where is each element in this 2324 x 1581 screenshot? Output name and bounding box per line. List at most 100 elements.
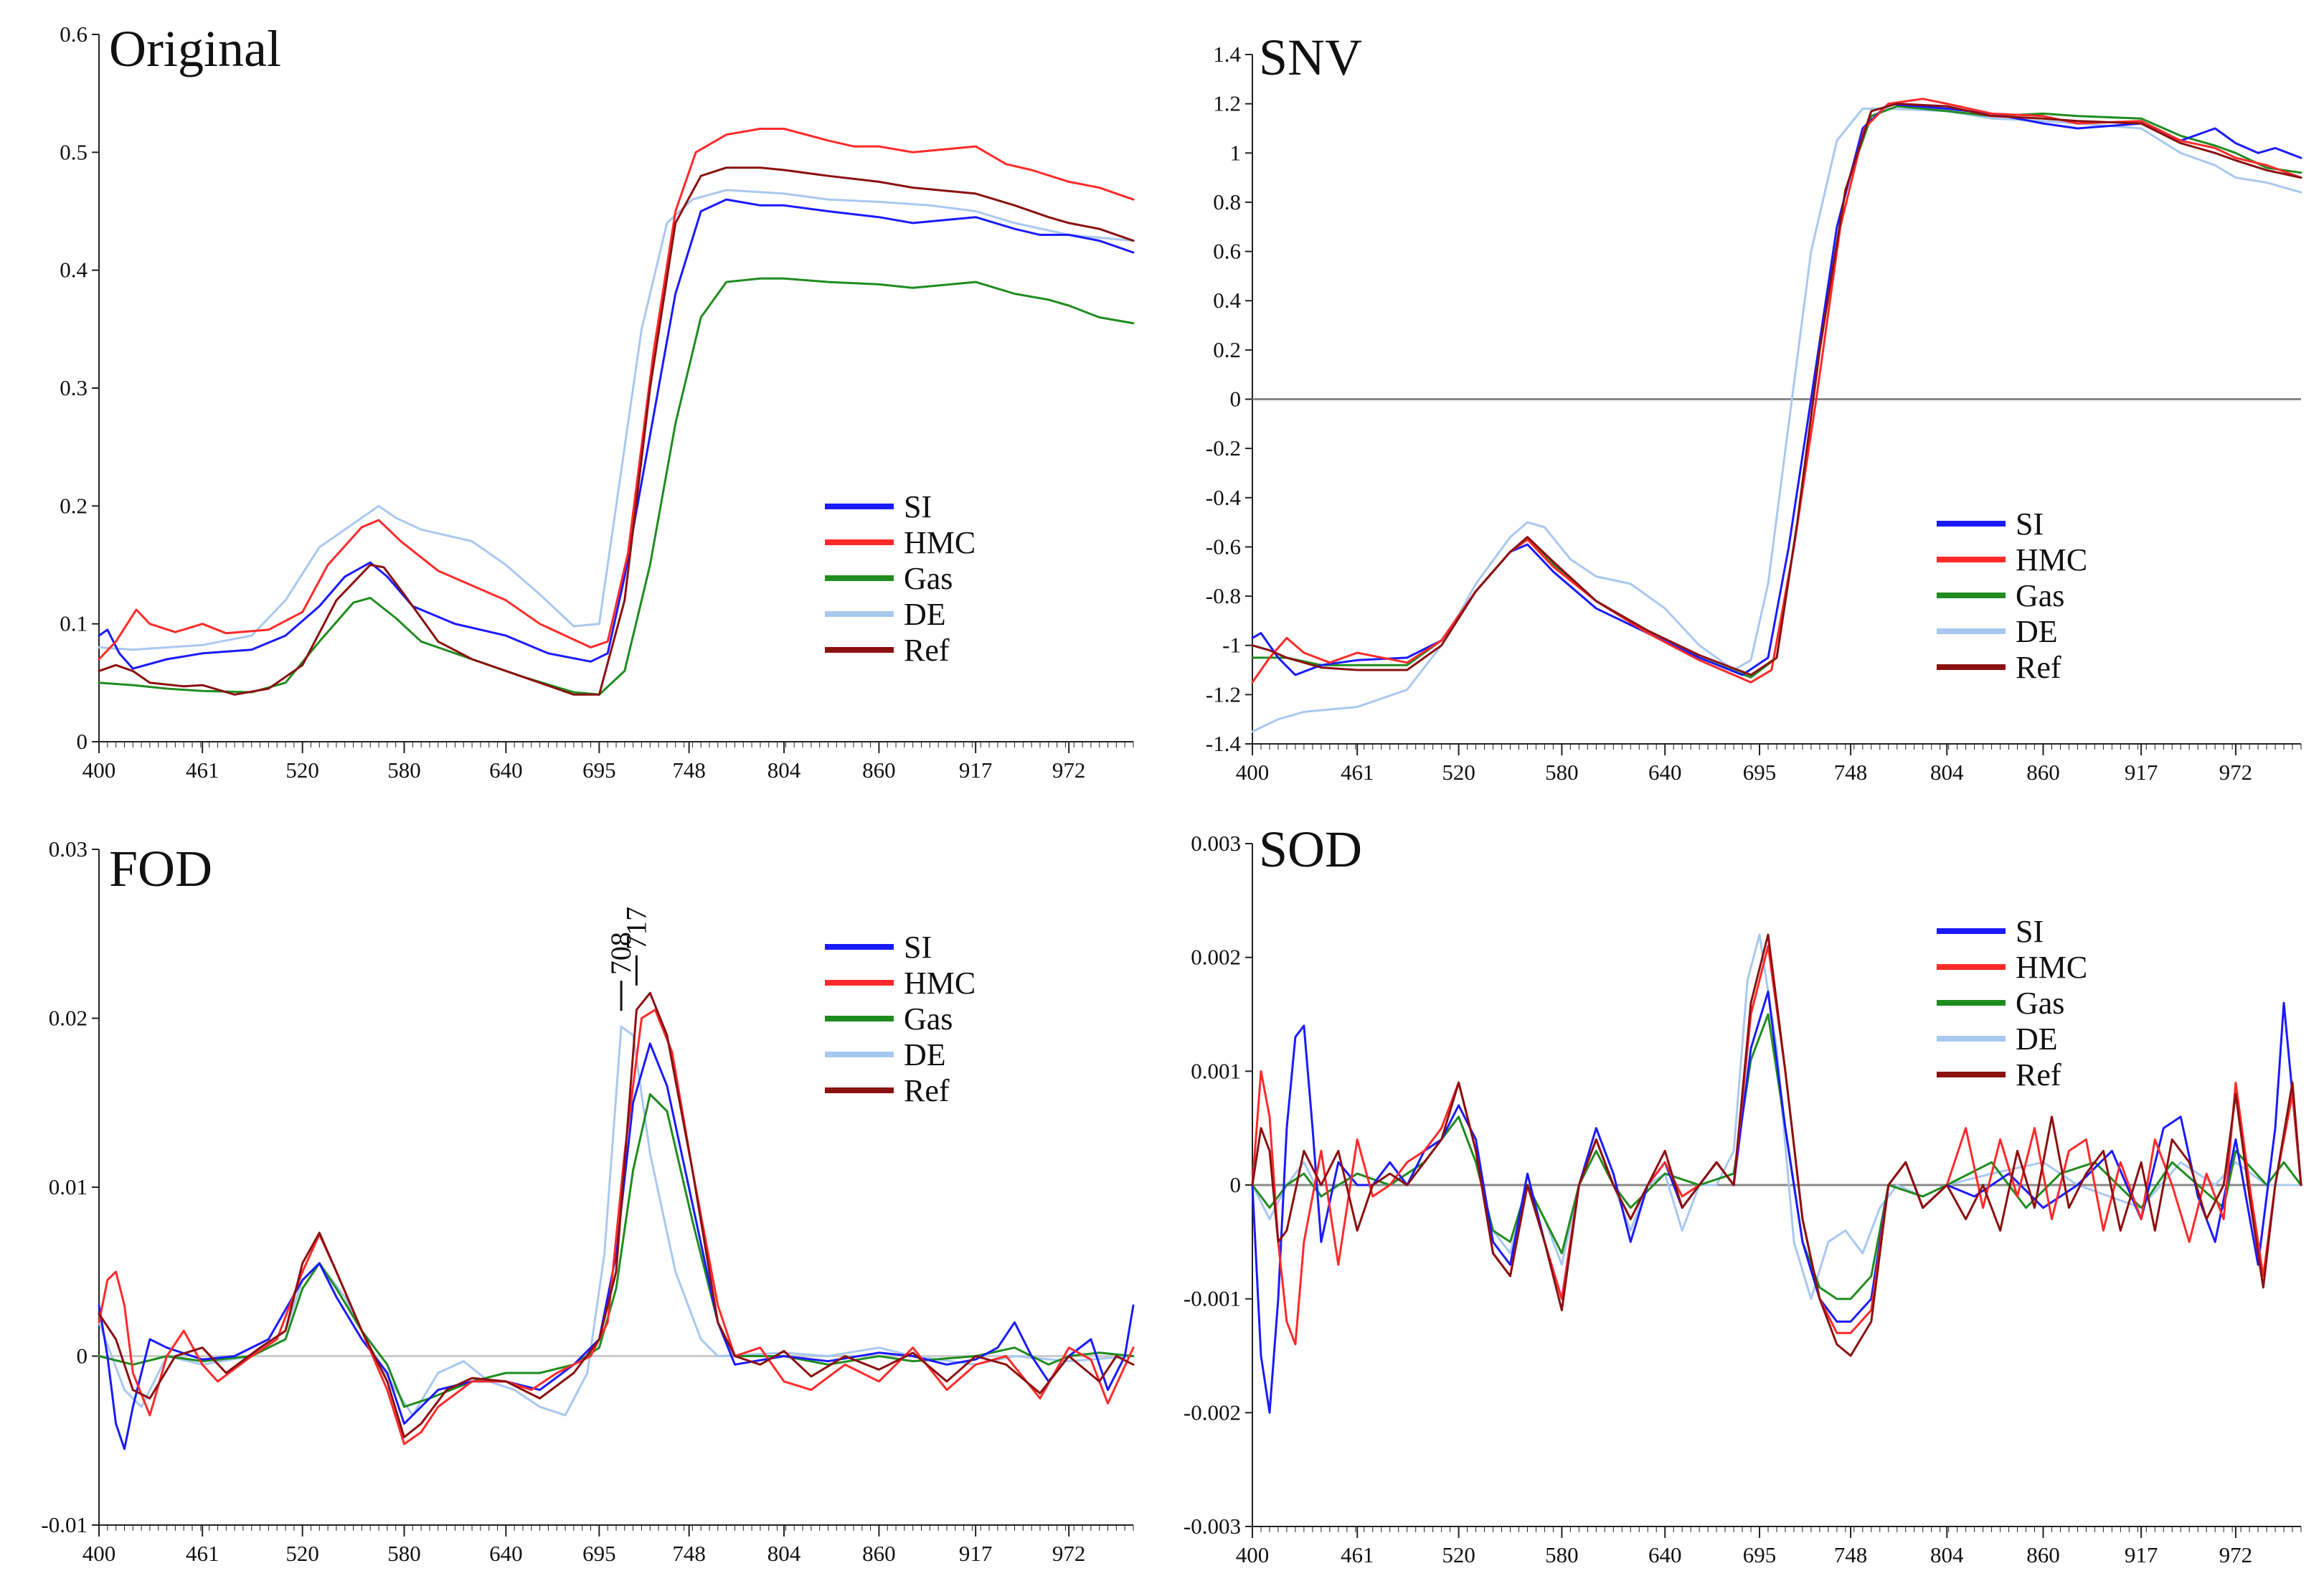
y-tick-label: 0.8 [1213,189,1241,214]
y-tick-label: 0.5 [60,139,88,164]
y-tick-label: -1.4 [1206,731,1242,756]
x-tick-label: 804 [767,758,801,783]
legend-label-de: DE [904,597,946,632]
y-tick-label: 0.001 [1191,1058,1241,1083]
x-tick-label: 748 [1834,1542,1868,1567]
legend-label-gas: Gas [2016,986,2064,1021]
y-tick-label: 1 [1230,140,1242,165]
y-tick-label: 0.2 [1213,337,1241,362]
x-tick-label: 860 [2026,1542,2060,1567]
x-tick-label: 804 [1930,1542,1964,1567]
x-tick-label: 917 [959,758,993,783]
y-tick-label: 0.01 [49,1174,88,1199]
legend-label-gas: Gas [904,561,953,596]
x-tick-label: 972 [1052,1541,1086,1566]
legend-label-ref: Ref [2016,1057,2061,1092]
x-tick-label: 860 [862,758,896,783]
panel-original: 400 461 520 580 640 695 748 804 860 917 972 0 0.1 0.2… [60,20,1135,783]
y-tick-label: -0.01 [41,1512,88,1537]
x-tick-label: 804 [767,1541,801,1566]
series-line-gas [98,277,1135,696]
y-tick-label: -0.002 [1184,1400,1241,1425]
peak-annotation-label: 717 [620,907,652,950]
legend-label-hmc: HMC [904,966,976,1001]
x-tick-label: 917 [959,1541,993,1566]
x-tick-label: 804 [1930,760,1964,785]
x-tick-label: 580 [387,758,421,783]
panel-title: Original [109,20,281,77]
legend-label-ref: Ref [2016,650,2061,685]
x-tick-label: 640 [1648,1542,1682,1567]
x-tick-label: 695 [1743,760,1777,785]
series-line-gas [98,1093,1135,1408]
legend-label-de: DE [2016,1021,2058,1057]
y-tick-label: -1 [1222,633,1241,658]
y-tick-label: -1.2 [1206,681,1241,707]
x-tick-label: 972 [2219,760,2253,785]
y-tick-label: -0.6 [1206,534,1241,559]
legend-label-ref: Ref [904,1073,950,1108]
x-tick-label: 400 [82,758,116,783]
y-tick-label: 0.02 [49,1006,88,1031]
legend-label-si: SI [2016,506,2044,542]
y-tick-label: 0.6 [1213,239,1241,264]
legend-label-si: SI [904,489,932,524]
x-tick-label: 860 [862,1541,896,1566]
y-tick-label: 0.6 [60,22,88,47]
y-tick-label: 0.1 [60,611,88,636]
y-tick-label: 0.2 [60,493,88,518]
x-tick-label: 580 [387,1541,421,1566]
series-line-ref [1251,103,2302,676]
legend-label-hmc: HMC [2016,542,2087,577]
x-tick-label: 640 [489,1541,523,1566]
panel-snv: 400 461 520 580 640 695 748 804 860 917 972 -1.4 -1.… [1206,29,2302,785]
panel-title: SOD [1259,821,1362,878]
x-tick-label: 520 [285,1541,319,1566]
series-line-si [98,198,1135,670]
x-tick-label: 640 [489,758,523,783]
panel-title: FOD [109,840,212,897]
x-tick-label: 520 [1442,760,1475,785]
x-tick-label: 580 [1545,760,1579,785]
y-tick-label: 0.4 [1213,288,1241,313]
series-line-ref [1251,933,2302,1357]
x-tick-label: 520 [1442,1542,1475,1567]
x-tick-label: 695 [582,758,616,783]
series-line-ref [98,991,1135,1438]
panel-sod: 400 461 520 580 640 695 748 804 860 917 972 -0.003 -… [1184,821,2302,1567]
x-tick-label: 917 [2125,1542,2158,1567]
y-tick-label: 0 [77,1344,88,1369]
series-line-si [1251,103,2302,676]
x-tick-label: 972 [1052,758,1086,783]
x-tick-label: 748 [672,1541,706,1566]
series-line-hmc [98,1009,1135,1445]
peak-annotation-label: 708 [605,932,637,975]
legend-label-hmc: HMC [2016,950,2087,985]
x-tick-label: 972 [2219,1542,2253,1567]
panel-title: SNV [1259,29,1362,86]
series-line-ref [98,166,1135,696]
series-line-de [98,189,1135,651]
y-tick-label: 0.3 [60,375,88,400]
legend-label-ref: Ref [904,633,950,668]
x-tick-label: 917 [2125,760,2158,785]
legend-label-si: SI [904,930,932,965]
y-tick-label: -0.2 [1206,435,1241,461]
x-tick-label: 695 [582,1541,616,1566]
y-tick-label: 0 [1230,1172,1242,1197]
legend-label-de: DE [2016,614,2058,649]
x-tick-label: 695 [1743,1542,1777,1567]
y-tick-label: 0.4 [60,258,88,283]
x-tick-label: 400 [1236,760,1270,785]
series-line-de [1251,933,2302,1301]
y-tick-label: -0.8 [1206,583,1241,608]
legend-label-si: SI [2016,914,2044,949]
y-tick-label: 0.003 [1191,831,1241,856]
y-tick-label: 1.4 [1213,42,1241,67]
panel-fod: 400 461 520 580 640 695 748 804 860 917 972 -0.01 0 0… [41,836,1135,1566]
y-tick-label: 0 [77,729,88,754]
